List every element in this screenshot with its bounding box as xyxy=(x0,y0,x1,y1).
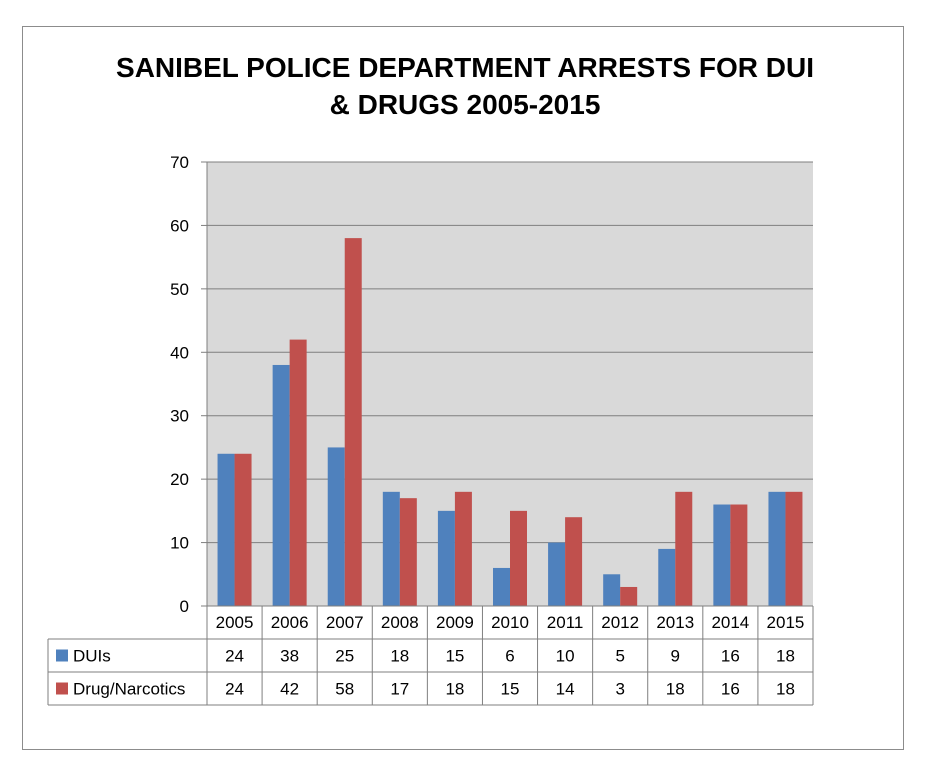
bar-duis-2011 xyxy=(548,542,566,606)
bar-duis-2012 xyxy=(603,574,621,606)
chart-title-line-1: SANIBEL POLICE DEPARTMENT ARRESTS FOR DU… xyxy=(116,52,814,83)
table-value: 18 xyxy=(666,680,685,699)
legend-key-drug-narcotics xyxy=(56,682,68,695)
y-tick-label: 70 xyxy=(170,153,189,172)
x-category-label: 2015 xyxy=(767,613,805,632)
bar-drug-narcotics-2006 xyxy=(289,339,307,606)
bar-drug-narcotics-2008 xyxy=(399,498,417,606)
plot-area: 0 10 20 30 40 50 60 70 xyxy=(170,153,813,616)
bar-drug-narcotics-2007 xyxy=(344,238,362,606)
bar-drug-narcotics-2009 xyxy=(454,491,472,606)
x-category-label: 2006 xyxy=(271,613,309,632)
chart-title-line-2: & DRUGS 2005-2015 xyxy=(330,89,601,120)
chart: SANIBEL POLICE DEPARTMENT ARRESTS FOR DU… xyxy=(47,52,814,706)
y-tick-label: 20 xyxy=(170,470,189,489)
table-value: 15 xyxy=(445,647,464,666)
bar-drug-narcotics-2011 xyxy=(565,517,583,606)
table-value: 18 xyxy=(445,680,464,699)
bar-drug-narcotics-2012 xyxy=(620,586,638,606)
table-value: 38 xyxy=(280,647,299,666)
bar-duis-2005 xyxy=(217,453,235,606)
y-tick-label: 0 xyxy=(180,597,189,616)
bar-duis-2009 xyxy=(437,510,455,606)
x-category-label: 2009 xyxy=(436,613,474,632)
table-value: 24 xyxy=(225,680,244,699)
x-category-label: 2008 xyxy=(381,613,419,632)
data-table: 2005 2006 2007 2008 2009 2010 2011 2012 2013 2014… xyxy=(47,605,814,706)
table-value: 42 xyxy=(280,680,299,699)
y-tick-label: 50 xyxy=(170,280,189,299)
y-tick-label: 40 xyxy=(170,343,189,362)
x-category-label: 2010 xyxy=(491,613,529,632)
table-value: 9 xyxy=(671,647,680,666)
bar-drug-narcotics-2014 xyxy=(730,504,748,606)
table-value: 25 xyxy=(335,647,354,666)
table-value: 16 xyxy=(721,680,740,699)
chart-frame: SANIBEL POLICE DEPARTMENT ARRESTS FOR DU… xyxy=(22,26,904,750)
bar-drug-narcotics-2005 xyxy=(234,453,252,606)
bar-duis-2014 xyxy=(713,504,731,606)
bar-duis-2015 xyxy=(768,491,786,606)
x-category-label: 2014 xyxy=(711,613,749,632)
table-value: 18 xyxy=(390,647,409,666)
legend-label: Drug/Narcotics xyxy=(73,680,185,699)
bar-duis-2007 xyxy=(327,447,345,606)
x-category-label: 2012 xyxy=(601,613,639,632)
y-tick-label: 30 xyxy=(170,407,189,426)
table-value: 17 xyxy=(390,680,409,699)
table-value: 16 xyxy=(721,647,740,666)
table-value: 58 xyxy=(335,680,354,699)
bar-drug-narcotics-2010 xyxy=(510,510,527,606)
x-category-label: 2005 xyxy=(216,613,254,632)
table-value: 5 xyxy=(615,647,624,666)
bar-duis-2010 xyxy=(493,567,510,606)
table-value: 6 xyxy=(505,647,514,666)
legend-label: DUIs xyxy=(73,647,111,666)
legend-key-duis xyxy=(56,649,68,662)
table-value: 14 xyxy=(556,680,575,699)
table-value: 10 xyxy=(556,647,575,666)
x-category-label: 2013 xyxy=(656,613,694,632)
table-value: 18 xyxy=(776,647,795,666)
table-value: 15 xyxy=(501,680,520,699)
y-tick-label: 10 xyxy=(170,534,189,553)
table-value: 3 xyxy=(615,680,624,699)
table-value: 24 xyxy=(225,647,244,666)
x-category-label: 2011 xyxy=(547,613,584,632)
bar-drug-narcotics-2015 xyxy=(785,491,803,606)
bar-duis-2008 xyxy=(382,491,400,606)
x-category-label: 2007 xyxy=(326,613,364,632)
y-tick-label: 60 xyxy=(170,216,189,235)
bar-duis-2013 xyxy=(658,548,676,606)
bar-duis-2006 xyxy=(272,364,290,606)
bar-drug-narcotics-2013 xyxy=(675,491,693,606)
table-value: 18 xyxy=(776,680,795,699)
